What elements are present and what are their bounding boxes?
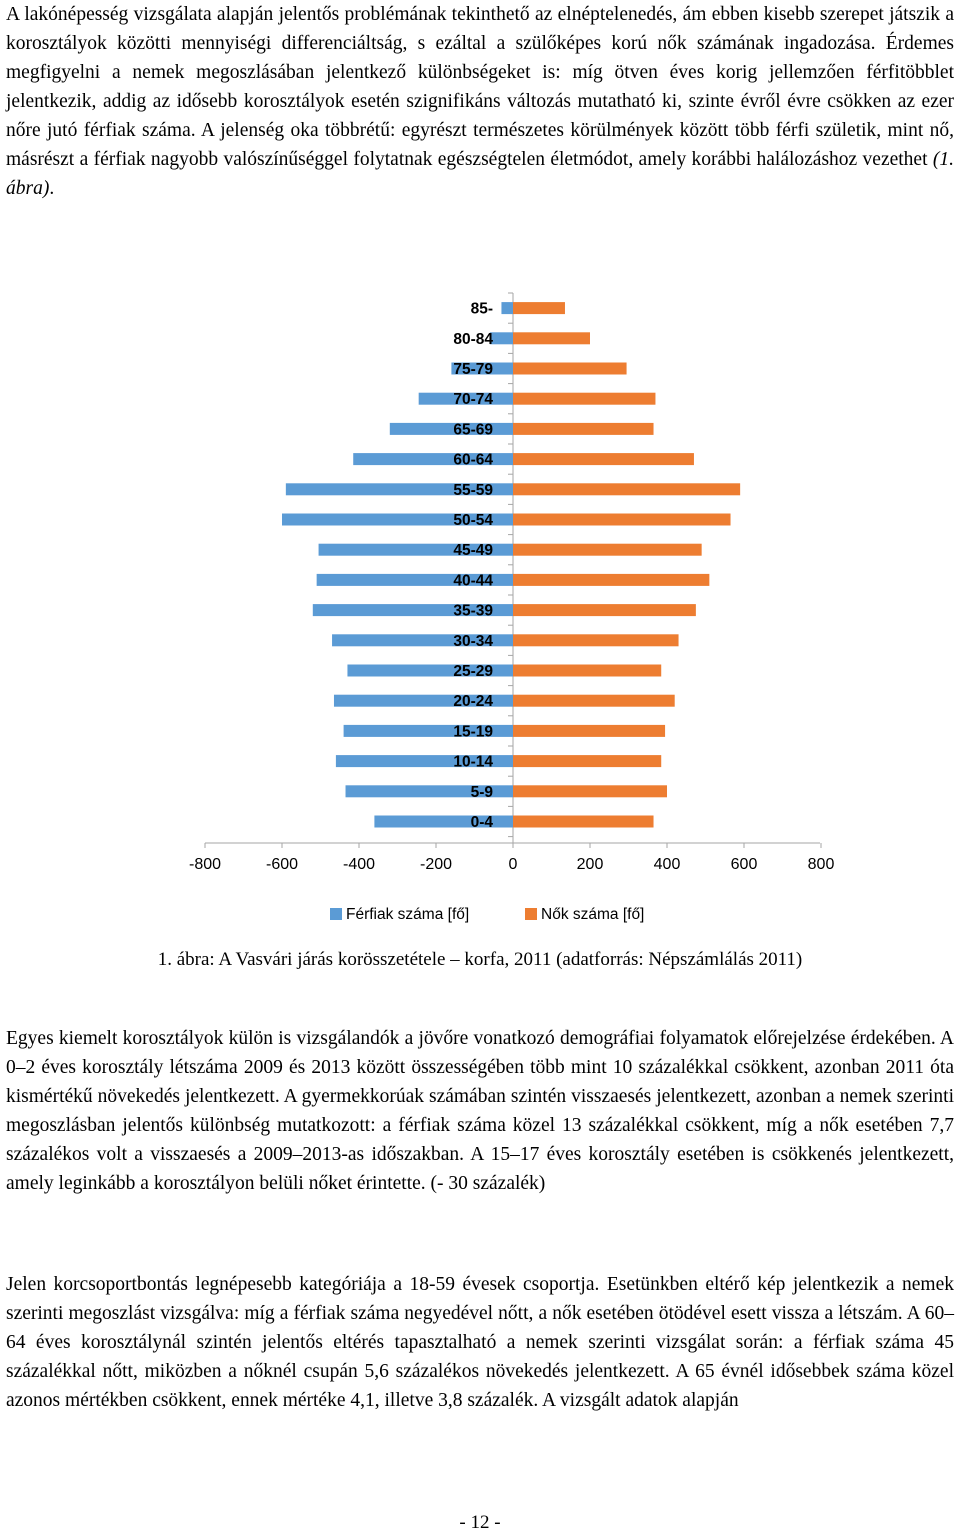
x-ticks-group: -800 -600 -400 -200 0 200 400 600 800: [189, 843, 834, 873]
x-tick-label: 800: [808, 856, 835, 873]
bar-male-0-4: [374, 815, 513, 828]
bar-male-15-19: [343, 724, 513, 737]
y-tick-label: 50-54: [453, 512, 493, 529]
bar-male-55-59: [285, 483, 513, 496]
paragraph-intro-text: A lakónépesség vizsgálata alapján jelent…: [6, 4, 954, 170]
y-tick-label: 60-64: [453, 452, 493, 469]
y-tick-label: 80-84: [453, 331, 493, 348]
page-number: - 12 -: [459, 1512, 501, 1533]
y-tick-label: 25-29: [453, 663, 493, 680]
legend-label-male: Férfiak száma [fő]: [346, 906, 469, 923]
paragraph-working-age: Jelen korcsoportbontás legnépesebb kateg…: [6, 1274, 954, 1411]
legend-swatch-female: [525, 908, 537, 920]
bar-female-10-14: [513, 755, 662, 768]
y-tick-label: 75-79: [453, 361, 493, 378]
bar-female-25-29: [513, 664, 662, 677]
bar-female-40-44: [513, 573, 710, 586]
bar-female-30-34: [513, 634, 679, 647]
bar-female-70-74: [513, 392, 656, 405]
bar-male-50-54: [282, 513, 513, 526]
x-tick-label: -200: [420, 856, 452, 873]
bar-female-15-19: [513, 724, 666, 737]
x-tick-label: 0: [509, 856, 518, 873]
bar-male-20-24: [333, 694, 513, 707]
bar-female-85-: [513, 302, 565, 315]
y-tick-label: 70-74: [453, 391, 493, 408]
y-tick-label: 35-39: [453, 603, 493, 620]
bar-female-75-79: [513, 362, 627, 375]
figure-caption: 1. ábra: A Vasvári járás korösszetétele …: [157, 949, 803, 970]
bar-female-65-69: [513, 422, 654, 435]
chart-svg: 0-4 5-9 10-14 15-19 20-24 25-29 30-34 35-39 40-4…: [189, 292, 834, 923]
paragraph-intro-end: .: [49, 178, 55, 199]
bar-male-60-64: [353, 453, 513, 466]
figure-reference: (1. ábra): [6, 149, 954, 199]
bar-female-60-64: [513, 453, 694, 466]
bar-female-5-9: [513, 785, 667, 798]
bar-male-35-39: [312, 604, 513, 617]
bar-male-25-29: [347, 664, 513, 677]
population-pyramid-chart: 0-4 5-9 10-14 15-19 20-24 25-29 30-34 35-39 40-4…: [170, 285, 860, 935]
paragraph-age-groups: Egyes kiemelt korosztályok külön is vizs…: [6, 1028, 954, 1194]
x-tick-label: -400: [343, 856, 375, 873]
bar-male-80-84: [489, 332, 513, 345]
bar-male-65-69: [389, 422, 513, 435]
bars-group: [282, 302, 741, 828]
bar-female-0-4: [513, 815, 654, 828]
y-tick-label: 55-59: [453, 482, 493, 499]
legend: Férfiak száma [fő] Nők száma [fő]: [330, 906, 644, 923]
y-tick-label: 0-4: [471, 814, 494, 831]
y-tick-label: 20-24: [453, 693, 493, 710]
y-tick-label: 5-9: [471, 784, 494, 801]
bar-male-70-74: [418, 392, 513, 405]
bar-male-40-44: [316, 573, 513, 586]
x-tick-label: -800: [189, 856, 221, 873]
y-labels-group: 0-4 5-9 10-14 15-19 20-24 25-29 30-34 35-39 40-4…: [453, 301, 493, 831]
y-tick-label: 45-49: [453, 542, 493, 559]
x-tick-label: 400: [654, 856, 681, 873]
y-ticks-group: [508, 292, 513, 838]
legend-label-female: Nők száma [fő]: [541, 906, 644, 923]
bar-female-80-84: [513, 332, 590, 345]
bar-female-20-24: [513, 694, 675, 707]
bar-male-85-: [501, 302, 513, 315]
y-tick-label: 15-19: [453, 723, 493, 740]
paragraph-intro: A lakónépesség vizsgálata alapján jelent…: [6, 0, 954, 203]
y-tick-label: 65-69: [453, 421, 493, 438]
bar-male-10-14: [335, 755, 513, 768]
bar-male-75-79: [451, 362, 513, 375]
bar-female-45-49: [513, 543, 702, 556]
y-tick-label: 40-44: [453, 572, 493, 589]
x-tick-label: 600: [731, 856, 758, 873]
bar-male-45-49: [318, 543, 513, 556]
y-tick-label: 10-14: [453, 754, 493, 771]
x-tick-label: -600: [266, 856, 298, 873]
bar-male-5-9: [345, 785, 513, 798]
y-tick-label: 85-: [471, 301, 493, 318]
bar-female-50-54: [513, 513, 731, 526]
x-tick-label: 200: [577, 856, 604, 873]
bar-female-35-39: [513, 604, 696, 617]
legend-swatch-male: [330, 908, 342, 920]
y-tick-label: 30-34: [453, 633, 493, 650]
bar-female-55-59: [513, 483, 741, 496]
bar-male-30-34: [332, 634, 513, 647]
